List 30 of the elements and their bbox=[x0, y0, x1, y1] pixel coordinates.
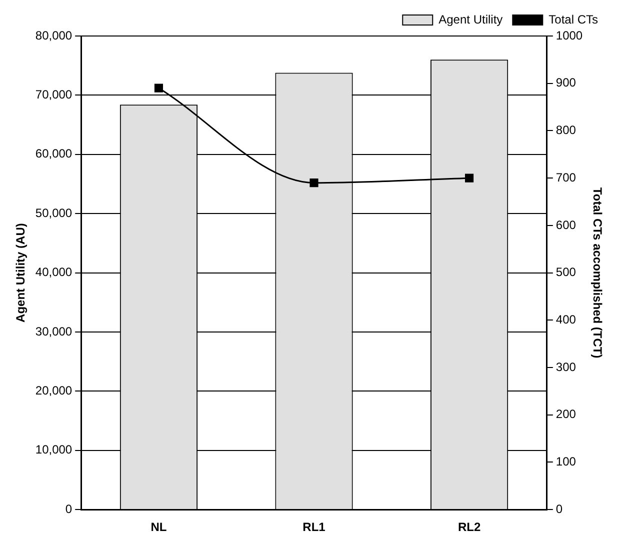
y2-tick-label: 0 bbox=[556, 502, 563, 516]
x-tick-label: NL bbox=[150, 520, 167, 534]
y2-tick-label: 300 bbox=[556, 360, 576, 374]
legend-label: Agent Utility bbox=[438, 12, 503, 26]
legend-label: Total CTs bbox=[548, 12, 598, 26]
y2-tick-label: 1000 bbox=[556, 28, 583, 42]
point bbox=[310, 178, 318, 188]
y-tick-label: 50,000 bbox=[35, 206, 72, 220]
y-tick-label: 30,000 bbox=[35, 324, 72, 338]
y2-tick-label: 500 bbox=[556, 265, 576, 280]
y-tick-label: 60,000 bbox=[35, 146, 72, 161]
y2-tick-label: 400 bbox=[556, 312, 576, 326]
y2-tick-label: 100 bbox=[556, 454, 576, 469]
y-tick-label: 10,000 bbox=[35, 442, 72, 457]
y2-axis-title: Total CTs accomplished (TCT) bbox=[590, 187, 604, 358]
x-tick-label: RL1 bbox=[302, 520, 326, 534]
y2-tick-label: 900 bbox=[556, 76, 576, 90]
x-tick-label: RL2 bbox=[458, 520, 481, 534]
point bbox=[154, 84, 164, 92]
y-tick-label: 0 bbox=[65, 502, 72, 516]
y-tick-label: 80,000 bbox=[35, 28, 72, 42]
y2-tick-label: 600 bbox=[556, 218, 576, 232]
y2-tick-label: 700 bbox=[556, 170, 576, 184]
y-tick-label: 40,000 bbox=[35, 265, 72, 280]
y2-tick-label: 800 bbox=[556, 123, 576, 138]
point bbox=[464, 174, 474, 182]
y-tick-label: 70,000 bbox=[35, 88, 72, 102]
y-tick-label: 20,000 bbox=[35, 384, 72, 398]
y2-tick-label: 200 bbox=[556, 407, 576, 422]
y-axis-title: Agent Utility (AU) bbox=[14, 223, 28, 322]
